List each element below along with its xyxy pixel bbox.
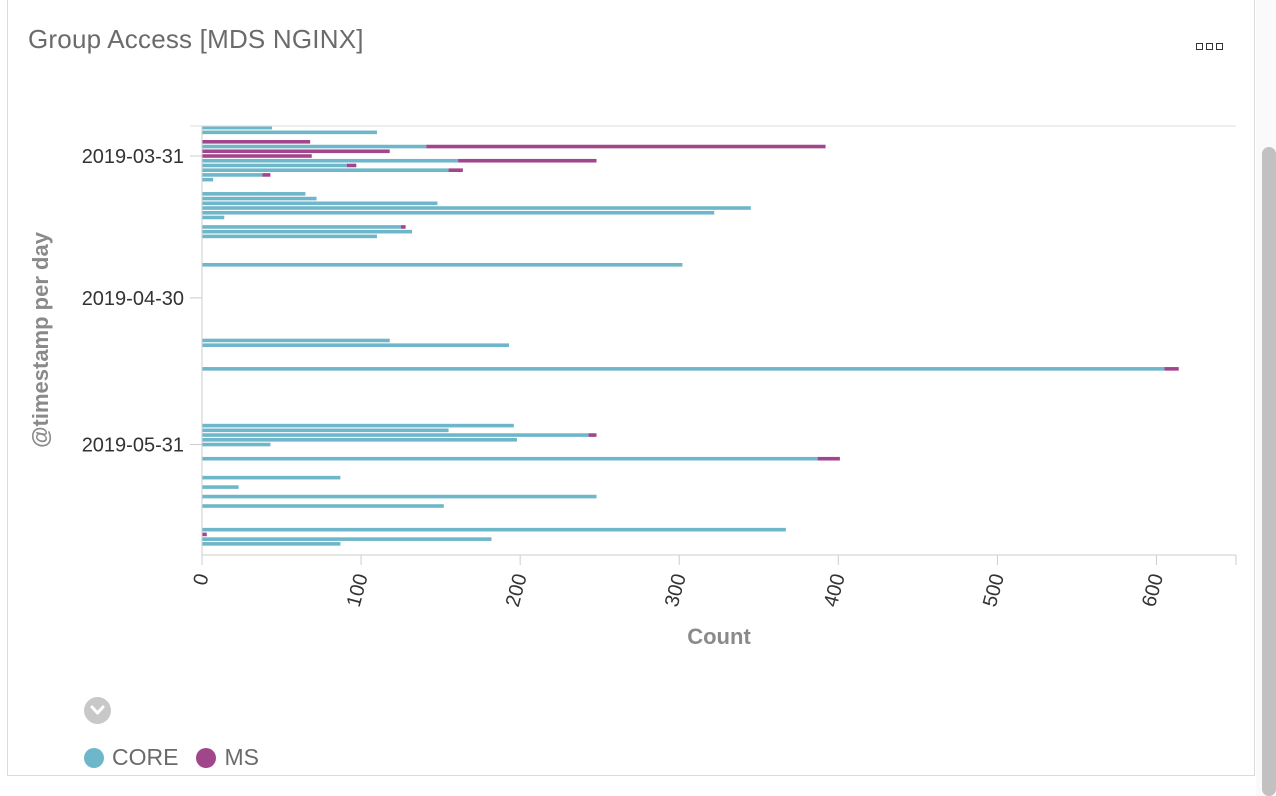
- x-tick-label: 300: [661, 571, 691, 609]
- bar-core[interactable]: [202, 201, 438, 206]
- bar-core[interactable]: [202, 196, 317, 201]
- bar-core[interactable]: [202, 229, 412, 234]
- bar-ms[interactable]: [817, 456, 840, 461]
- bar-core[interactable]: [202, 125, 272, 130]
- bar-core[interactable]: [202, 173, 263, 177]
- y-axis-title: @timestamp per day: [28, 231, 53, 448]
- bar-core[interactable]: [202, 423, 514, 428]
- panel-title: Group Access [MDS NGINX]: [28, 24, 364, 54]
- bar-ms[interactable]: [426, 144, 826, 149]
- bar-core[interactable]: [202, 262, 683, 267]
- options-dot-icon: [1196, 43, 1203, 50]
- legend-swatch-core: [84, 747, 104, 768]
- bar-core[interactable]: [202, 210, 715, 215]
- bar-core[interactable]: [202, 192, 306, 196]
- bar-core[interactable]: [202, 433, 589, 437]
- bar-ms[interactable]: [202, 154, 312, 158]
- y-tick-label: 2019-04-30: [82, 288, 184, 310]
- bar-core[interactable]: [202, 225, 401, 229]
- bar-core[interactable]: [202, 442, 271, 447]
- legend-label: CORE: [112, 744, 179, 770]
- options-dot-icon: [1216, 43, 1223, 50]
- scrollbar-thumb[interactable]: [1262, 147, 1276, 796]
- x-tick-label: 0: [189, 571, 213, 587]
- x-tick-label: 200: [502, 571, 532, 609]
- bar-ms[interactable]: [458, 158, 597, 163]
- bar-core[interactable]: [202, 215, 225, 220]
- x-tick-label: 500: [979, 571, 1009, 609]
- bar-core[interactable]: [202, 475, 341, 480]
- bar-core[interactable]: [202, 206, 751, 210]
- bar-ms[interactable]: [588, 433, 597, 437]
- y-tick-label: 2019-03-31: [82, 146, 184, 168]
- x-tick-label: 400: [820, 571, 850, 609]
- y-tick-label: 2019-05-31: [82, 435, 184, 457]
- x-tick-label: 100: [343, 571, 373, 609]
- bar-core[interactable]: [202, 130, 377, 135]
- bar-ms[interactable]: [262, 173, 271, 177]
- bar-core[interactable]: [202, 168, 449, 172]
- legend-item-ms[interactable]: MS: [196, 744, 259, 771]
- bar-core[interactable]: [202, 438, 517, 442]
- bar-core[interactable]: [202, 542, 341, 546]
- bar-core[interactable]: [202, 163, 347, 168]
- bar-ms[interactable]: [448, 168, 463, 172]
- bar-ms[interactable]: [400, 225, 406, 229]
- legend-item-core[interactable]: CORE: [84, 744, 178, 771]
- options-dot-icon: [1206, 43, 1213, 50]
- bar-ms[interactable]: [1164, 367, 1179, 371]
- bar-core[interactable]: [202, 494, 597, 499]
- chevron-down-icon: [90, 705, 105, 715]
- bar-core[interactable]: [202, 338, 390, 343]
- panel-options-button[interactable]: [1196, 43, 1232, 57]
- bar-core[interactable]: [202, 485, 239, 489]
- bar-core[interactable]: [202, 177, 214, 182]
- x-axis-title: Count: [687, 624, 751, 649]
- bar-core[interactable]: [202, 456, 818, 461]
- bar-chart: 0 100 200 300 400 500 600 2019-03-31 2019-04-30…: [28, 125, 1237, 649]
- bar-core[interactable]: [202, 504, 444, 508]
- legend-swatch-ms: [196, 747, 217, 768]
- bar-core[interactable]: [202, 343, 510, 347]
- bar-ms[interactable]: [202, 140, 311, 144]
- x-tick-label: 600: [1138, 571, 1168, 609]
- bar-core[interactable]: [202, 234, 377, 239]
- bar-ms[interactable]: [346, 163, 357, 168]
- bar-core[interactable]: [202, 537, 492, 541]
- bar-core[interactable]: [202, 428, 449, 433]
- bar-ms[interactable]: [202, 532, 207, 537]
- bar-ms[interactable]: [202, 149, 390, 154]
- chart-legend: CORE MS: [84, 744, 259, 771]
- bar-core[interactable]: [202, 144, 427, 149]
- legend-label: MS: [224, 744, 259, 770]
- legend-toggle-button[interactable]: [84, 697, 111, 724]
- bar-core[interactable]: [202, 158, 459, 163]
- bar-core[interactable]: [202, 367, 1165, 371]
- bar-core[interactable]: [202, 527, 786, 532]
